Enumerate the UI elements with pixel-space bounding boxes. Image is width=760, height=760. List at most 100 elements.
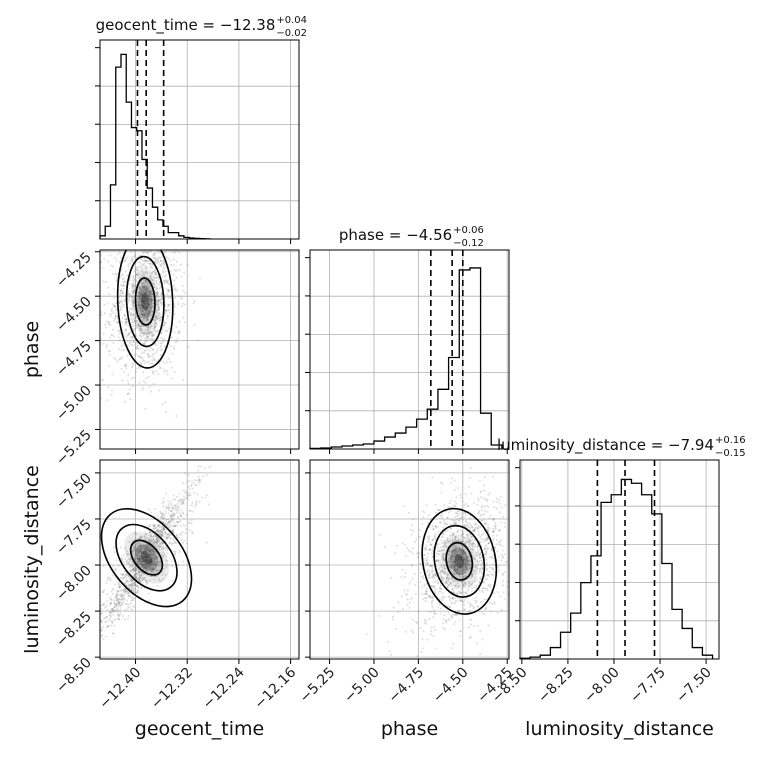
sample-point (110, 611, 113, 614)
sample-point (137, 324, 140, 327)
sample-point (151, 293, 154, 296)
sample-point (140, 555, 143, 558)
sample-point (167, 521, 170, 524)
sample-point (152, 270, 155, 273)
sample-point (448, 511, 451, 514)
sample-point (107, 302, 110, 305)
sample-point (124, 328, 127, 331)
sample-point (164, 546, 167, 549)
sample-point (142, 300, 145, 303)
sample-point (148, 531, 151, 534)
contour-line (134, 277, 156, 326)
sample-point (124, 318, 127, 321)
sample-point (139, 324, 142, 327)
sample-point (205, 541, 208, 544)
sample-point (143, 566, 146, 569)
sample-point (133, 254, 136, 257)
sample-point (121, 247, 123, 249)
sample-point (461, 590, 464, 593)
sample-point (125, 363, 128, 366)
sample-point (417, 555, 420, 558)
sample-point (458, 558, 461, 561)
sample-point (152, 568, 155, 571)
sample-point (122, 576, 125, 579)
sample-point (155, 299, 158, 302)
sample-point (110, 607, 113, 610)
sample-point (120, 368, 123, 371)
sample-point (139, 557, 142, 560)
sample-point (457, 609, 460, 612)
sample-point (148, 550, 151, 553)
sample-point (140, 579, 143, 582)
sample-point (130, 294, 133, 297)
sample-point (488, 492, 491, 495)
sample-point (149, 349, 152, 352)
sample-point (465, 568, 468, 571)
sample-point (484, 545, 487, 548)
sample-point (441, 570, 444, 573)
sample-point (138, 355, 141, 358)
sample-point (139, 286, 142, 289)
sample-point (447, 583, 450, 586)
sample-point (166, 559, 169, 562)
sample-point (136, 344, 139, 347)
sample-point (468, 562, 471, 565)
sample-point (365, 633, 368, 636)
sample-point (487, 505, 490, 508)
sample-point (449, 555, 452, 558)
sample-point (157, 539, 160, 542)
sample-point (121, 596, 124, 599)
sample-point (145, 335, 148, 338)
sample-point (459, 598, 462, 601)
sample-point (175, 260, 178, 263)
sample-point (169, 520, 172, 523)
sample-point (141, 563, 144, 566)
sample-point (109, 314, 112, 317)
sample-point (148, 555, 151, 558)
sample-point (440, 491, 443, 494)
sample-point (479, 564, 482, 567)
sample-point (173, 303, 176, 306)
sample-point (427, 569, 430, 572)
sample-point (138, 295, 141, 298)
sample-point (173, 552, 176, 555)
sample-point (160, 341, 163, 344)
sample-point (479, 491, 482, 494)
sample-point (442, 564, 445, 567)
sample-point (157, 530, 160, 533)
sample-point (147, 326, 150, 329)
sample-point (434, 536, 437, 539)
sample-point (199, 277, 202, 280)
sample-point (132, 313, 135, 316)
sample-point (142, 313, 145, 316)
sample-point (118, 309, 121, 312)
sample-point (462, 591, 465, 594)
sample-point (113, 601, 116, 604)
sample-point (146, 543, 149, 546)
sample-point (142, 202, 144, 204)
sample-point (409, 550, 412, 553)
sample-point (138, 573, 141, 576)
sample-point (141, 293, 144, 296)
sample-point (429, 633, 432, 636)
sample-point (151, 548, 154, 551)
sample-point (145, 536, 148, 539)
sample-point (147, 259, 150, 262)
sample-point (462, 532, 465, 535)
sample-point (394, 627, 397, 630)
sample-point (439, 612, 442, 615)
sample-point (466, 555, 469, 558)
sample-point (453, 566, 456, 569)
sample-point (124, 363, 127, 366)
sample-point (139, 298, 142, 301)
sample-point (419, 562, 422, 565)
sample-point (451, 555, 454, 558)
sample-point (441, 516, 444, 519)
sample-point (421, 593, 424, 596)
sample-point (467, 540, 470, 543)
sample-point (441, 570, 444, 573)
sample-point (430, 564, 433, 567)
sample-point (460, 600, 463, 603)
sample-point (137, 227, 139, 229)
sample-point (155, 330, 158, 333)
